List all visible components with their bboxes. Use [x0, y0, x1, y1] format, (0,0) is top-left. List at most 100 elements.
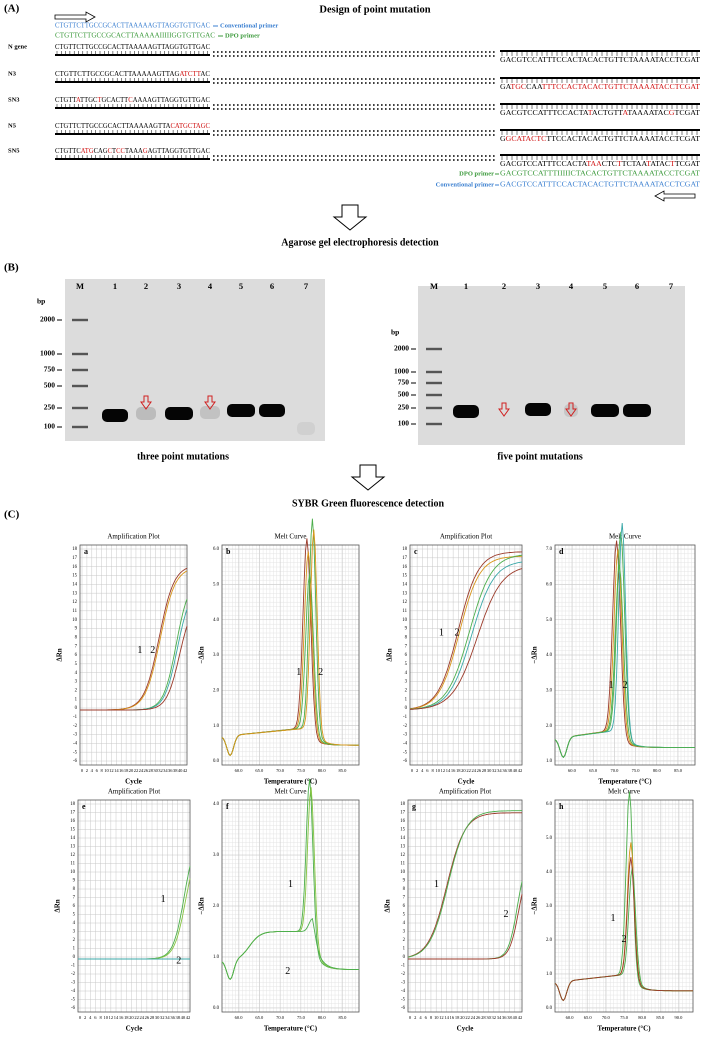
x-tick-label: 70.0 — [276, 1015, 285, 1020]
curve-label: 1 — [137, 645, 142, 656]
x-tick-label: 38 — [173, 768, 178, 773]
x-tick-label: 70.0 — [602, 1015, 611, 1020]
y-tick-label: -4 — [73, 741, 78, 746]
sequence-segment: T — [112, 147, 117, 155]
sequence: CTGTTCTTGCCGCACTTAAAAAGTTAGGTGTTGAC — [55, 43, 210, 51]
sequence-segment: T — [97, 96, 102, 104]
x-tick-label: 26 — [477, 768, 482, 773]
gel-caption: five point mutations — [497, 451, 583, 462]
x-tick-label: 42 — [186, 1015, 191, 1020]
plot-letter: d — [559, 547, 564, 556]
x-tick-label: 0 — [81, 768, 84, 773]
x-tick-label: 65.0 — [589, 768, 598, 773]
x-tick-label: 26 — [476, 1015, 481, 1020]
x-tick-label: 85.0 — [674, 768, 683, 773]
panel-label: (A) — [4, 3, 20, 15]
ladder-band — [72, 368, 88, 372]
sequence-segment: CTGTTCTTGCCGCACTTAAAAAGTTA — [55, 122, 171, 130]
panel-label: (B) — [4, 262, 19, 274]
sequence-segment: ATAC — [650, 160, 670, 168]
sequence-segment: A — [76, 96, 82, 104]
ladder-label: 100 — [44, 422, 56, 431]
y-tick-label: 14 — [72, 582, 77, 587]
x-tick-label: 10 — [103, 1015, 108, 1020]
x-tick-label: 14 — [114, 1015, 119, 1020]
plot-title: Melt Curve — [274, 533, 306, 541]
plot-title: Amplification Plot — [440, 533, 492, 541]
plot-frame — [221, 799, 360, 1013]
ladder-label: 500 — [398, 390, 410, 399]
sequence-segment: CAA — [526, 83, 543, 91]
y-tick-label: 1.0 — [213, 955, 220, 960]
sequence: GGCATACTC TTCCACTACACTGTTCTAAAATACCTCGAT — [500, 135, 701, 143]
band-arrow — [498, 402, 510, 417]
lane-label: 7 — [304, 281, 309, 291]
y-tick-label: 2.0 — [546, 938, 553, 943]
sequence-segment: CTC — [602, 160, 617, 168]
x-tick-label: 14 — [446, 768, 451, 773]
y-tick-label: -4 — [403, 741, 408, 746]
x-tick-label: 0 — [79, 1015, 82, 1020]
x-tick-label: 4 — [419, 1015, 422, 1020]
y-tick-label: 7 — [405, 644, 408, 649]
x-tick-label: 20 — [129, 768, 134, 773]
x-axis-label: Cycle — [458, 778, 475, 786]
x-tick-label: 12 — [109, 768, 114, 773]
y-tick-label: 12 — [402, 600, 407, 605]
x-tick-label: 28 — [481, 1015, 486, 1020]
plot-title: Amplification Plot — [439, 788, 491, 796]
x-tick-label: 42 — [518, 1015, 523, 1020]
ladder-label: 750 — [44, 365, 56, 374]
y-tick-label: 6 — [73, 904, 76, 909]
curve — [409, 555, 522, 710]
y-tick-label: 17 — [72, 556, 77, 561]
x-tick-label: 24 — [139, 1015, 144, 1020]
ladder-band — [426, 393, 442, 397]
x-tick-label: 14 — [444, 1015, 449, 1020]
sequence-segment: GACGTCCATTTCCACTACACTGTTCTAAAATACCTCGAT — [500, 56, 701, 64]
lane-label: 6 — [635, 281, 639, 291]
y-tick-label: 13 — [400, 845, 405, 850]
curve — [408, 894, 523, 960]
curve-label: 1 — [610, 913, 615, 924]
lane-label: 5 — [603, 281, 607, 291]
y-tick-label: 6 — [405, 653, 408, 658]
y-tick-label: 8 — [75, 635, 78, 640]
y-tick-label: 7 — [403, 896, 406, 901]
y-tick-label: -2 — [73, 724, 78, 729]
x-tick-label: 60.0 — [566, 1015, 575, 1020]
ladder-band — [426, 370, 442, 374]
x-tick-label: 20 — [129, 1015, 134, 1020]
x-axis-label: Temperature (°C) — [264, 778, 318, 786]
y-tick-label: 9 — [403, 879, 406, 884]
y-tick-label: 1 — [75, 697, 78, 702]
x-tick-label: 75.0 — [297, 768, 306, 773]
y-tick-label: 13 — [402, 591, 407, 596]
y-tick-label: 15 — [402, 574, 407, 579]
x-tick-label: 22 — [134, 1015, 139, 1020]
band-arrow — [565, 402, 577, 417]
gel-band — [102, 409, 128, 422]
x-tick-label: 75.0 — [620, 1015, 629, 1020]
sequence-segment: T — [617, 160, 622, 168]
x-axis-label: Temperature (°C) — [597, 1025, 651, 1033]
step-title: SYBR Green fluorescence detection — [292, 498, 445, 509]
x-tick-label: 22 — [466, 768, 471, 773]
y-tick-label: 15 — [72, 574, 77, 579]
x-tick-label: 18 — [456, 768, 461, 773]
gel-band — [453, 405, 479, 418]
y-tick-label: 0 — [405, 706, 408, 711]
lane-label: 3 — [177, 281, 181, 291]
x-tick-label: 6 — [96, 768, 99, 773]
curve-label: 2 — [150, 645, 155, 656]
y-tick-label: 17 — [400, 811, 405, 816]
lane-label: 3 — [536, 281, 540, 291]
curve-label: 1 — [161, 894, 166, 905]
x-tick-label: 2 — [86, 768, 88, 773]
x-tick-label: 85.0 — [656, 1015, 665, 1020]
sequence: CTGTTCATGCAGCTCCTAAAGAGTTAGGTGTTGAC — [55, 147, 210, 155]
sequence-segment: CTGTTCTTGCCGCACTTAAAAAGTTAG — [55, 70, 179, 78]
sequence-segment: TGC — [510, 83, 526, 91]
y-tick-label: 6.0 — [546, 802, 553, 807]
